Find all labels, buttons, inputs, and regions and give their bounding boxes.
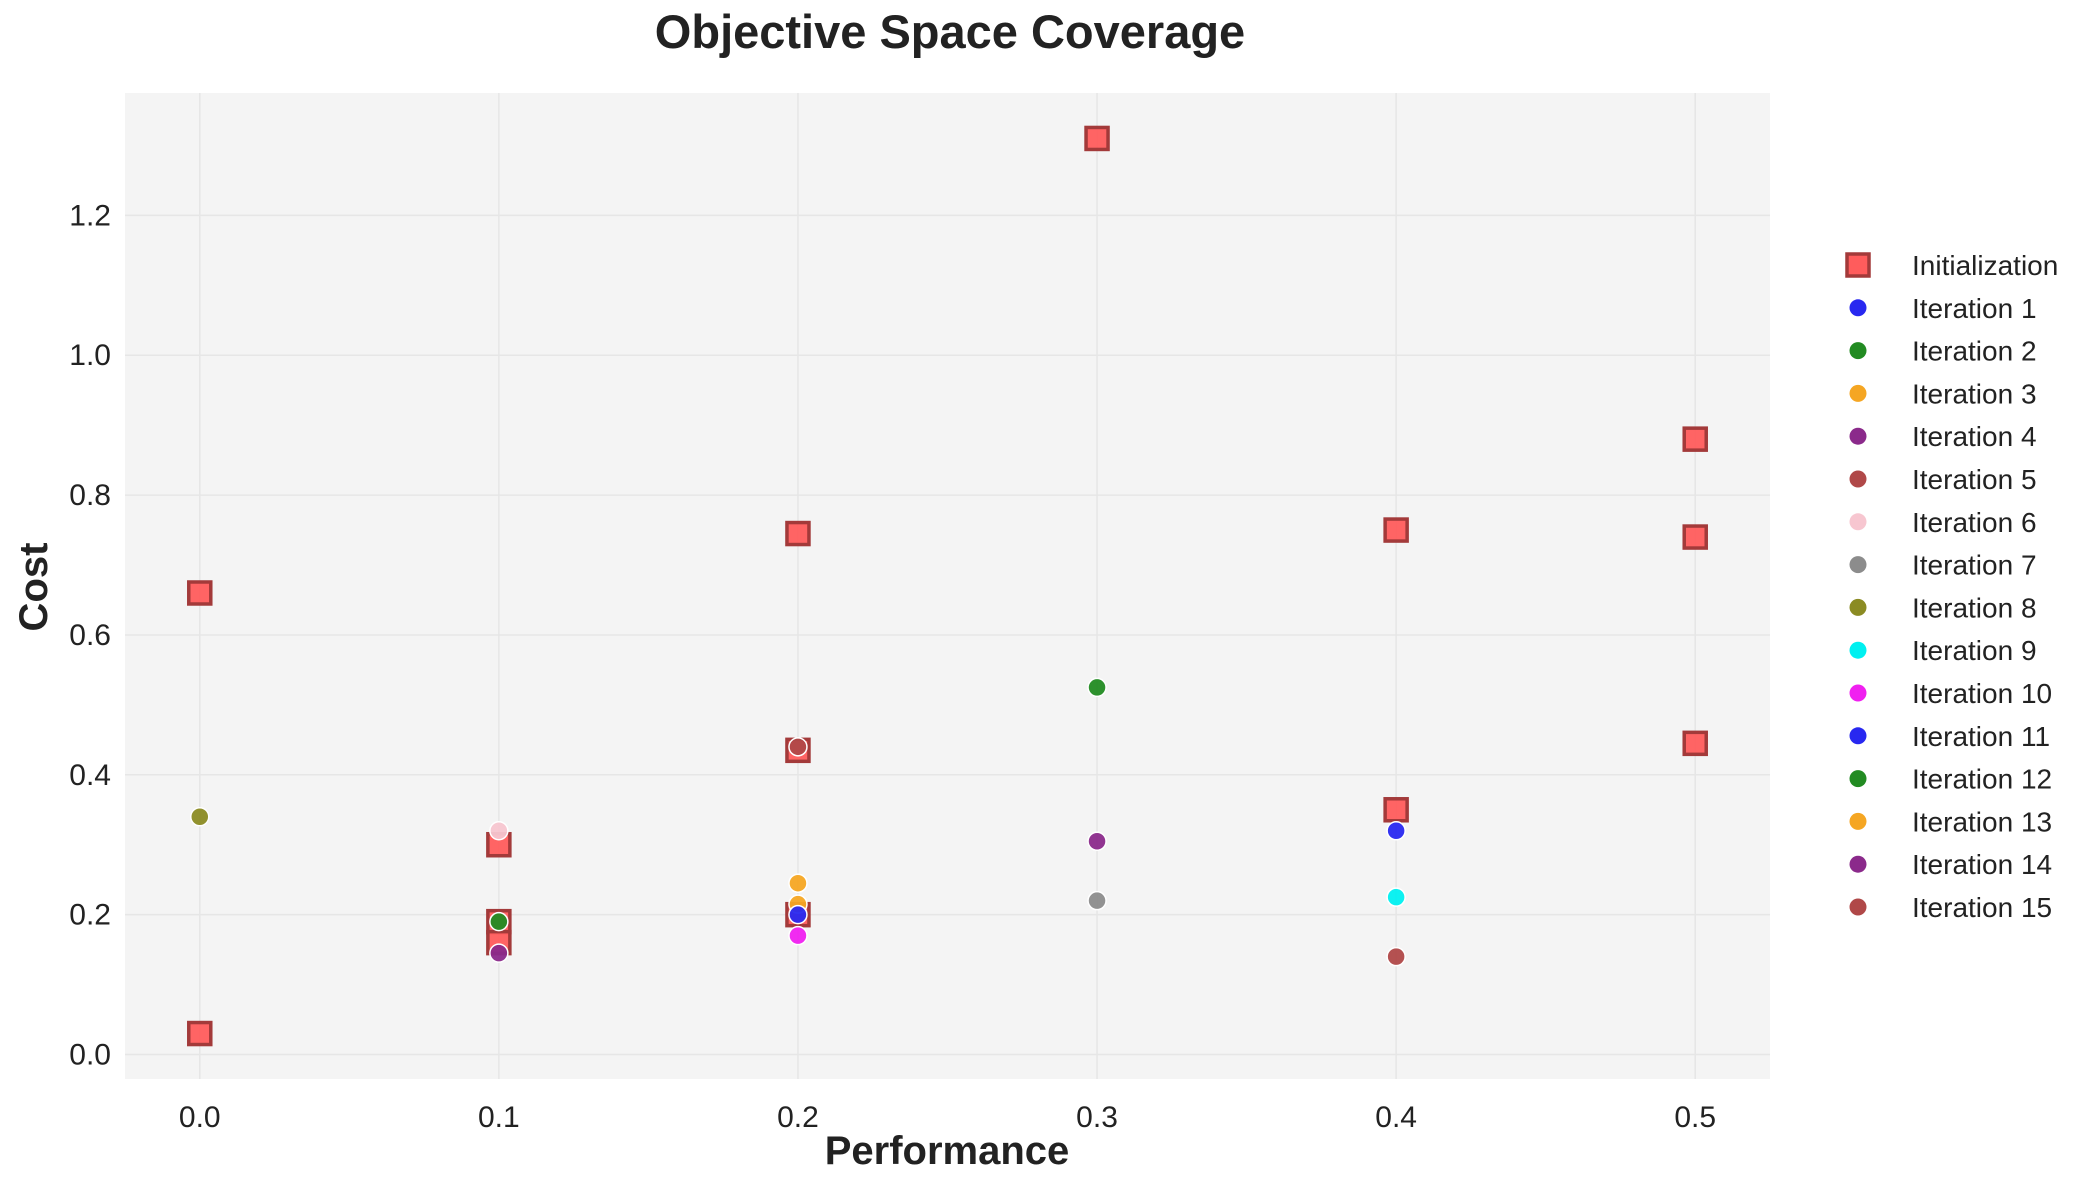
iteration-point bbox=[489, 943, 509, 963]
legend-marker bbox=[1849, 513, 1867, 531]
legend-label: Iteration 3 bbox=[1912, 378, 2037, 409]
legend-label: Iteration 11 bbox=[1912, 721, 2050, 752]
y-tick-label: 0.2 bbox=[69, 899, 111, 932]
legend-marker bbox=[1849, 598, 1867, 616]
y-tick-labels: 0.0 0.2 0.4 0.6 0.8 1.0 1.2 bbox=[69, 199, 111, 1071]
iteration-point bbox=[788, 904, 808, 925]
x-tick-label: 0.1 bbox=[478, 1101, 520, 1134]
legend-marker bbox=[1849, 427, 1867, 445]
initialization-point bbox=[1682, 426, 1708, 452]
iteration-point bbox=[489, 821, 509, 841]
legend-label: Iteration 13 bbox=[1912, 806, 2052, 837]
initialization-point bbox=[1383, 797, 1409, 823]
initialization-point bbox=[1084, 125, 1110, 152]
y-tick-label: 0.0 bbox=[69, 1039, 111, 1072]
legend-marker bbox=[1849, 641, 1867, 659]
legend-label: Iteration 1 bbox=[1912, 293, 2037, 324]
iteration-point bbox=[1386, 821, 1406, 841]
legend-label: Iteration 7 bbox=[1912, 550, 2037, 581]
iteration-point bbox=[788, 737, 808, 757]
legend-marker bbox=[1849, 855, 1867, 873]
y-tick-label: 1.0 bbox=[69, 339, 111, 372]
grid-lines bbox=[125, 93, 1770, 1079]
legend-marker bbox=[1849, 470, 1867, 488]
legend-marker bbox=[1849, 684, 1867, 702]
x-tick-labels: 0.0 0.1 0.2 0.3 0.4 0.5 bbox=[179, 1101, 1716, 1134]
legend-label: Iteration 12 bbox=[1912, 764, 2052, 795]
legend-label: Iteration 9 bbox=[1912, 635, 2037, 666]
plot-area bbox=[125, 93, 1770, 1079]
legend-marker bbox=[1849, 770, 1867, 788]
iteration-point bbox=[190, 807, 210, 827]
legend-marker bbox=[1849, 812, 1867, 830]
data-points bbox=[187, 125, 1708, 1047]
x-tick-label: 0.2 bbox=[777, 1101, 819, 1134]
y-axis-label: Cost bbox=[12, 543, 56, 632]
initialization-point bbox=[1682, 730, 1708, 757]
x-tick-label: 0.0 bbox=[179, 1101, 221, 1134]
iteration-point bbox=[1087, 890, 1107, 911]
legend-marker bbox=[1849, 299, 1867, 317]
legend-label: Iteration 6 bbox=[1912, 507, 2037, 538]
initialization-point bbox=[1682, 524, 1708, 550]
legend-label: Initialization bbox=[1912, 250, 2058, 281]
iteration-point bbox=[788, 873, 808, 893]
legend-marker bbox=[1845, 252, 1871, 278]
y-tick-label: 0.4 bbox=[69, 759, 111, 792]
iteration-point bbox=[788, 925, 808, 946]
legend-label: Iteration 8 bbox=[1912, 592, 2037, 623]
legend-marker bbox=[1849, 342, 1867, 360]
legend-marker bbox=[1849, 727, 1867, 745]
iteration-point bbox=[1087, 831, 1107, 851]
initialization-point bbox=[187, 580, 213, 606]
iteration-point bbox=[1087, 677, 1107, 698]
legend-label: Iteration 2 bbox=[1912, 336, 2037, 367]
iteration-point bbox=[1386, 887, 1406, 907]
initialization-point bbox=[187, 1020, 213, 1047]
x-tick-label: 0.3 bbox=[1076, 1101, 1118, 1134]
chart-title: Objective Space Coverage bbox=[655, 5, 1245, 58]
legend-label: Iteration 10 bbox=[1912, 678, 2052, 709]
legend-label: Iteration 15 bbox=[1912, 892, 2052, 923]
x-tick-label: 0.4 bbox=[1375, 1101, 1417, 1134]
legend-marker bbox=[1849, 898, 1867, 916]
iteration-point bbox=[1386, 946, 1406, 967]
iteration-point bbox=[489, 911, 509, 932]
y-tick-label: 0.6 bbox=[69, 619, 111, 652]
y-tick-label: 0.8 bbox=[69, 479, 111, 512]
legend: Initialization Iteration 1 Iteration 2 Iter… bbox=[1845, 250, 2058, 923]
legend-marker bbox=[1849, 384, 1867, 402]
legend-label: Iteration 4 bbox=[1912, 421, 2037, 452]
x-axis-label: Performance bbox=[825, 1129, 1070, 1173]
initialization-point bbox=[1383, 517, 1409, 543]
y-tick-label: 1.2 bbox=[69, 199, 111, 232]
x-tick-label: 0.5 bbox=[1674, 1101, 1716, 1134]
legend-label: Iteration 14 bbox=[1912, 849, 2052, 880]
initialization-point bbox=[785, 520, 811, 547]
legend-marker bbox=[1849, 556, 1867, 574]
legend-label: Iteration 5 bbox=[1912, 464, 2037, 495]
